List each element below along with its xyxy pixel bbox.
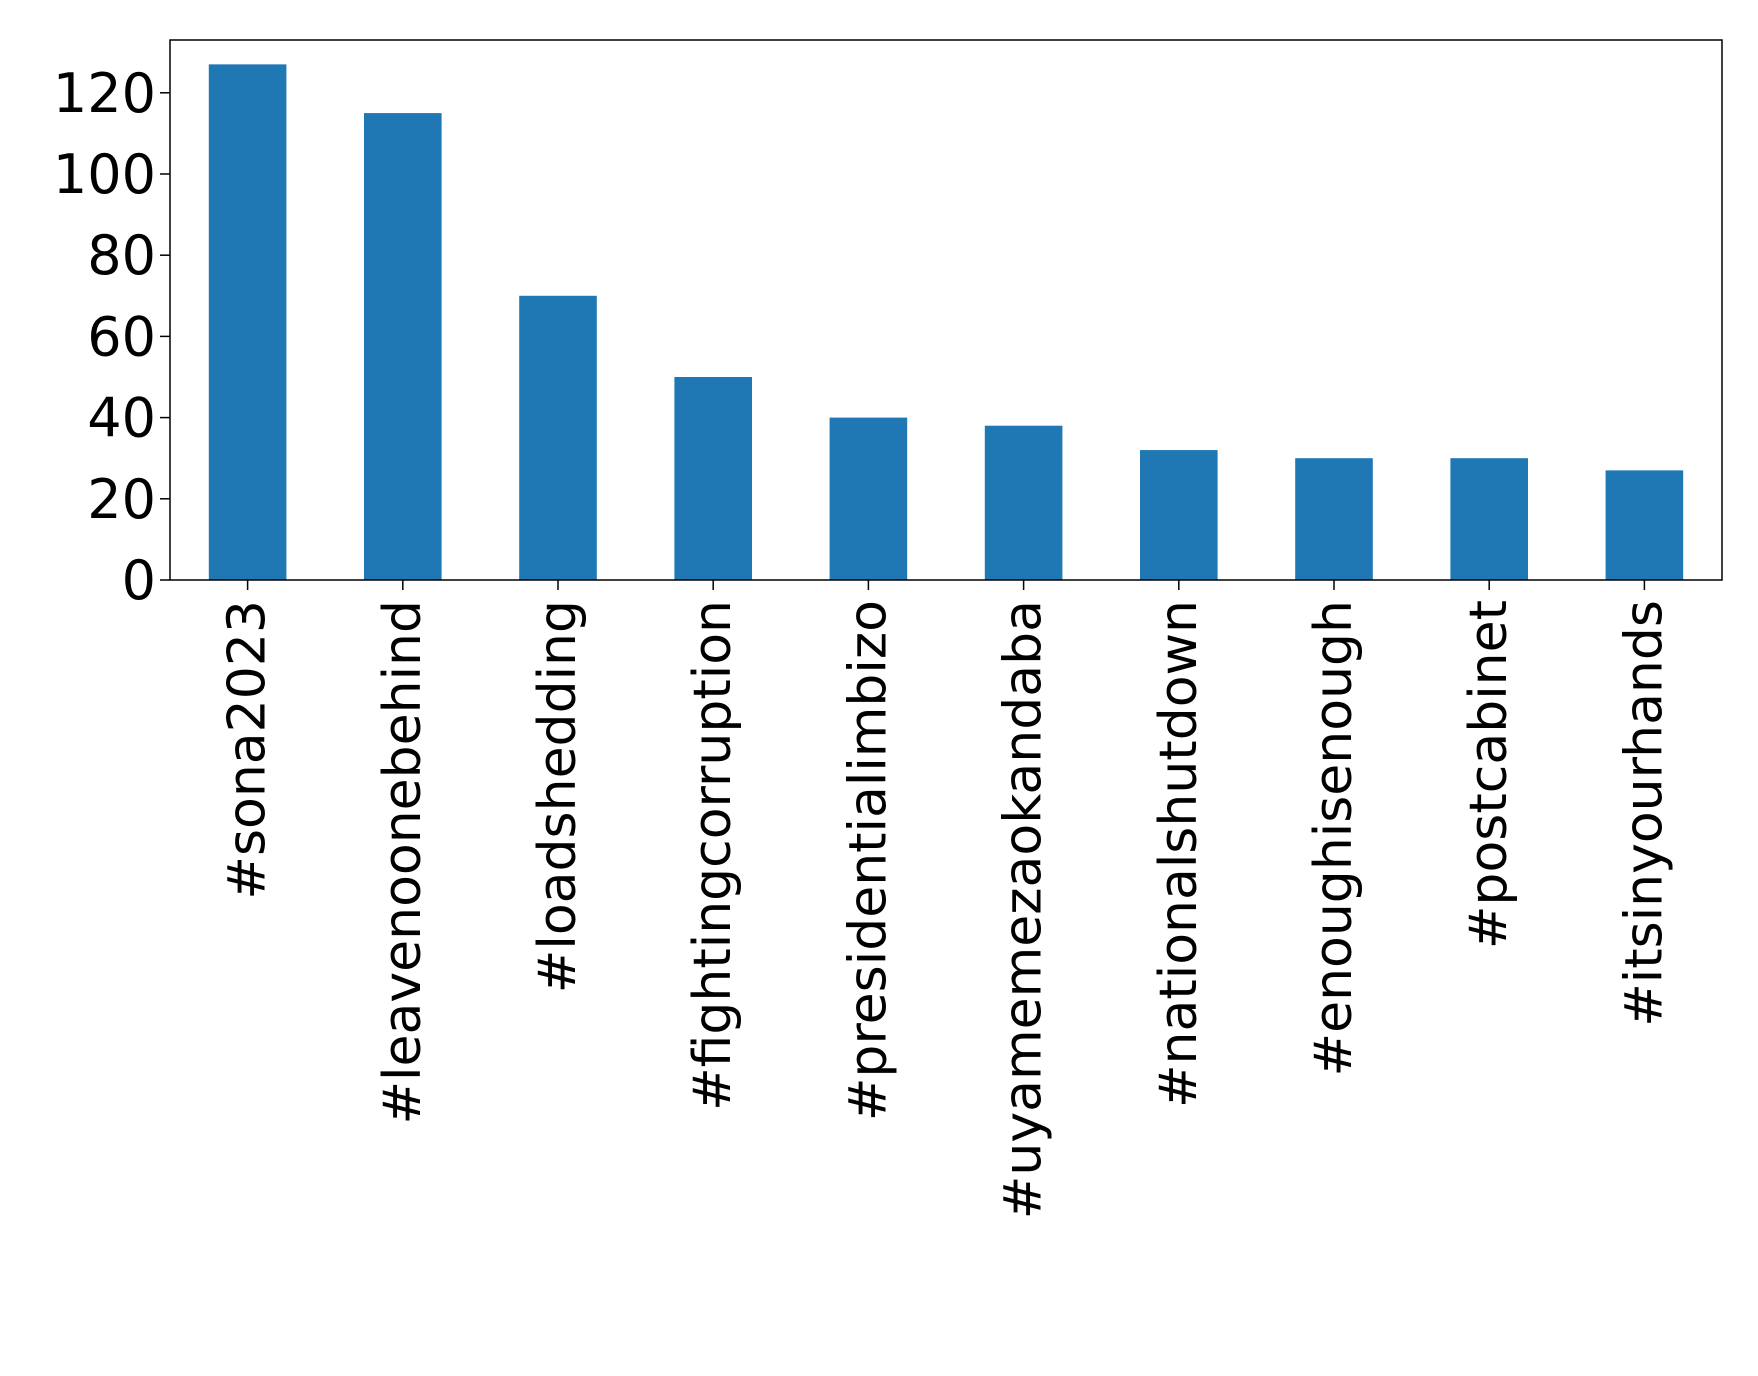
bar-presidentialimbizo (829, 417, 908, 580)
bar-loadshedding (519, 295, 597, 580)
y-axis: 0 20 40 60 80 100 120 (53, 62, 170, 612)
x-tick-label: #itsinyourhands (1614, 600, 1674, 1027)
y-tick-label: 20 (87, 468, 156, 531)
bar-postcabinet (1450, 458, 1528, 580)
bar-nationalshutdown (1140, 450, 1218, 580)
y-tick-label: 100 (53, 143, 156, 206)
x-tick-label: #sona2023 (218, 600, 278, 900)
plot-frame (169, 39, 1723, 581)
x-tick-label: #loadshedding (528, 600, 588, 993)
x-tick-label: #leavenoonebehind (373, 600, 433, 1125)
bars-group (208, 64, 1684, 581)
x-axis: #sona2023 #leavenoonebehind #loadshedding #… (218, 580, 1674, 1219)
bar-enoughisenough (1295, 458, 1373, 580)
x-tick-label: #presidentialimbizo (838, 600, 898, 1121)
y-tick-label: 80 (87, 224, 156, 287)
y-tick-label: 120 (53, 62, 156, 125)
y-tick-label: 40 (87, 387, 156, 450)
x-tick-label: #fightingcorruption (683, 600, 743, 1111)
y-tick-label: 60 (87, 305, 156, 368)
x-tick-label: #uyamemezaokandaba (994, 600, 1054, 1219)
bar-leavenoonebehind (364, 113, 442, 581)
x-tick-label: #enoughisenough (1304, 600, 1364, 1076)
x-tick-label: #postcabinet (1459, 600, 1519, 949)
bar-sona2023 (208, 64, 287, 580)
bar-itsinyourhands (1605, 470, 1684, 580)
x-tick-label: #nationalshutdown (1149, 600, 1209, 1108)
bar-uyamemezaokandaba (984, 425, 1063, 580)
bar-fightingcorruption (674, 376, 752, 580)
y-tick-label: 0 (122, 549, 156, 612)
